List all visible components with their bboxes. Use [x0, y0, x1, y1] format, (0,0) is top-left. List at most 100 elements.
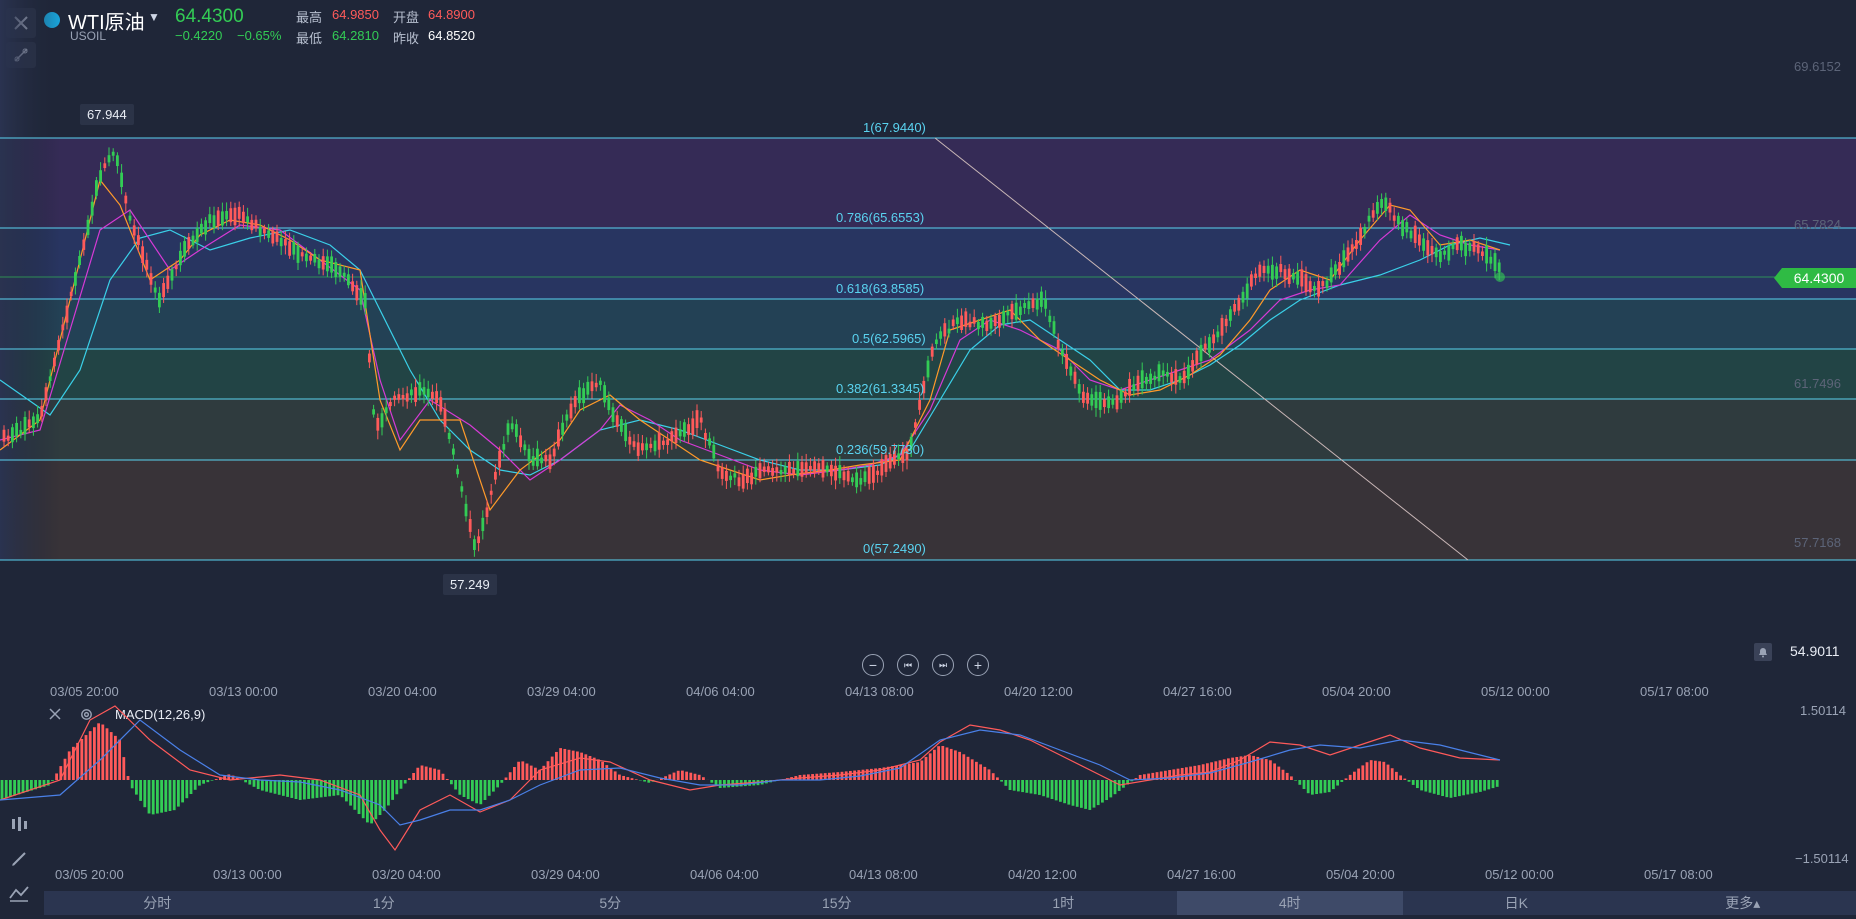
candle-body: [334, 262, 338, 278]
candles-tool-button[interactable]: [6, 814, 36, 840]
macd-bar: [1042, 780, 1045, 797]
macd-bar: [0, 780, 4, 800]
macd-bar: [874, 768, 877, 780]
candle-body: [74, 272, 77, 286]
candle-body: [729, 475, 732, 481]
zoom-out-button[interactable]: −: [862, 654, 884, 676]
macd-close-button[interactable]: [48, 707, 62, 726]
candle-body: [813, 461, 816, 474]
candle-body: [78, 255, 81, 266]
skip-forward-button[interactable]: ⏭: [932, 654, 954, 676]
candle-body: [1203, 343, 1207, 350]
macd-bar: [723, 780, 726, 788]
candle-body: [317, 259, 321, 269]
candle-body: [523, 444, 527, 451]
macd-bar: [517, 761, 520, 780]
candle-body: [666, 439, 669, 446]
candle-body: [1002, 310, 1005, 325]
tab-more[interactable]: 更多▴: [1725, 895, 1761, 911]
macd-bar: [252, 780, 256, 787]
tab-1min[interactable]: 1分: [372, 895, 395, 911]
macd-bar: [118, 739, 121, 780]
macd-bar: [1474, 780, 1478, 793]
fib-band-1: [0, 138, 1856, 228]
macd-bar: [93, 727, 96, 780]
candle-body: [1090, 394, 1094, 406]
macd-bar: [504, 777, 508, 780]
zoom-in-button[interactable]: +: [967, 654, 989, 676]
macd-bar: [508, 772, 512, 780]
candle-body: [502, 444, 506, 450]
candle-body: [1266, 265, 1270, 274]
candle-body: [1426, 240, 1430, 256]
macd-bar: [521, 761, 525, 780]
candle-body: [1342, 250, 1346, 268]
candle-body: [242, 211, 245, 224]
macd-bar: [1252, 755, 1255, 780]
macd-bar: [1483, 780, 1486, 791]
macd-bar: [1323, 780, 1327, 793]
time-label-7: 04/20 12:00: [1004, 684, 1073, 699]
macd-bar: [1386, 764, 1390, 780]
candle-body: [930, 346, 934, 357]
candle-body: [1262, 265, 1266, 273]
macd-settings-button[interactable]: [79, 707, 94, 727]
macd-bar: [1336, 780, 1339, 786]
price-change: −0.4220: [175, 28, 223, 43]
candle-body: [1245, 283, 1249, 299]
candle-body: [544, 454, 548, 462]
pencil-tool-button[interactable]: [6, 848, 36, 874]
candle-body: [989, 317, 993, 329]
macd-bar: [1092, 780, 1096, 808]
candle-body: [687, 424, 690, 435]
macd-bar: [1084, 780, 1087, 809]
macd-bar: [248, 780, 252, 785]
candle-body: [968, 321, 972, 328]
candle-body: [1229, 309, 1232, 321]
macd-bar: [193, 780, 197, 790]
candle-body: [821, 459, 825, 478]
candle-body: [1178, 376, 1182, 383]
candle-body: [1077, 384, 1081, 394]
candle-body: [594, 382, 598, 388]
symbol-dropdown-caret-icon[interactable]: ▼: [148, 10, 160, 24]
candle-body: [1098, 392, 1102, 410]
tab-daily[interactable]: 日K: [1504, 895, 1528, 911]
macd-chart[interactable]: [0, 700, 1856, 860]
tab-1hour[interactable]: 1时: [1052, 895, 1075, 911]
macd-bar: [391, 780, 394, 800]
tab-15min[interactable]: 15分: [821, 895, 852, 911]
symbol-name[interactable]: WTI原油: [68, 12, 145, 34]
macd-bar: [1075, 780, 1079, 807]
tab-5min[interactable]: 5分: [599, 895, 622, 911]
indicator-tool-button[interactable]: [6, 882, 36, 908]
macd-bar: [122, 757, 126, 780]
candle-body: [1447, 245, 1451, 261]
candle-body: [611, 407, 615, 422]
candle-body: [1208, 337, 1211, 353]
candle-body: [893, 450, 896, 465]
candle-body: [876, 470, 879, 475]
candle-body: [292, 241, 296, 255]
alert-button[interactable]: [1754, 643, 1772, 661]
macd-bar: [462, 780, 466, 797]
tab-4hour[interactable]: 4时: [1176, 891, 1403, 915]
candle-body: [456, 468, 459, 475]
skip-back-button[interactable]: ⏮: [897, 654, 919, 676]
macd-bar: [500, 780, 504, 783]
candle-body: [32, 416, 35, 429]
macd-bar: [1109, 780, 1113, 798]
macd-time-label-3: 03/20 04:00: [372, 867, 441, 882]
tab-timeshare[interactable]: 分时: [143, 895, 172, 911]
candle-body: [590, 381, 594, 392]
macd-bar: [126, 776, 130, 780]
macd-bar: [454, 780, 457, 790]
candle-body: [775, 467, 779, 473]
candle-body: [1313, 285, 1316, 291]
candle-body: [905, 448, 909, 461]
macd-bar: [294, 780, 298, 799]
candle-body: [204, 220, 207, 235]
candle-body: [1325, 280, 1329, 289]
macd-bar: [1021, 780, 1024, 793]
